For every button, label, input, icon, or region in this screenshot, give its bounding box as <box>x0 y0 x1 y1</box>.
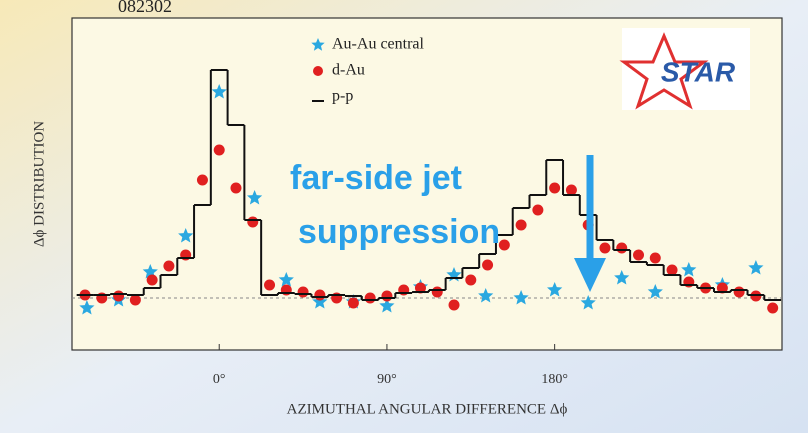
circle-point <box>733 286 745 298</box>
circle-point <box>113 290 125 302</box>
star-point <box>580 295 596 310</box>
circle-point <box>264 279 276 291</box>
star-point <box>312 294 328 309</box>
circle-point <box>666 264 678 276</box>
star-point <box>547 282 563 297</box>
circle-point <box>565 184 577 196</box>
circle-point <box>314 289 326 301</box>
circle-point <box>515 219 527 231</box>
circle-point <box>213 144 225 156</box>
circle-point <box>716 282 728 294</box>
star-point <box>79 300 95 315</box>
circle-point <box>347 297 359 309</box>
circle-point <box>633 249 645 261</box>
x-tick-label: 0° <box>213 372 226 387</box>
circle-point <box>247 216 259 228</box>
legend-swatch <box>313 66 323 76</box>
star-point <box>647 284 663 299</box>
circle-point <box>649 252 661 264</box>
legend-swatch <box>311 38 325 51</box>
star-point <box>178 228 194 243</box>
circle-point <box>196 174 208 186</box>
circle-point <box>431 286 443 298</box>
star-point <box>211 84 227 99</box>
annotation-arrowhead <box>574 258 606 292</box>
legend-label: p-p <box>332 88 353 105</box>
circle-point <box>381 290 393 302</box>
circle-point <box>549 182 561 194</box>
circle-point <box>599 242 611 254</box>
x-tick-label: 90° <box>377 372 397 387</box>
star-point <box>748 260 764 275</box>
star-point <box>681 262 697 277</box>
star-point <box>379 298 395 313</box>
circle-point <box>364 292 376 304</box>
circle-point <box>146 274 158 286</box>
circle-point <box>163 260 175 272</box>
star-point <box>513 290 529 305</box>
figure-code: 082302 <box>118 0 172 16</box>
circle-point <box>230 182 242 194</box>
star-point <box>278 272 294 287</box>
star-point <box>614 270 630 285</box>
circle-point <box>767 302 779 314</box>
circle-point <box>532 204 544 216</box>
star-point <box>247 190 263 205</box>
circle-point <box>448 299 460 311</box>
annotation-text: far-side jet <box>290 159 462 197</box>
y-axis-label: Δϕ DISTRIBUTION <box>31 121 47 247</box>
logo-star <box>619 32 709 110</box>
circle-point <box>414 282 426 294</box>
x-axis-label: AZIMUTHAL ANGULAR DIFFERENCE Δϕ <box>287 401 568 417</box>
star-point <box>478 288 494 303</box>
x-tick-label: 180° <box>541 372 568 387</box>
circle-point <box>129 294 141 306</box>
circle-point <box>498 239 510 251</box>
circle-point <box>616 242 628 254</box>
logo: STAR <box>619 28 750 110</box>
circle-point <box>297 286 309 298</box>
circle-point <box>482 259 494 271</box>
annotation-text: suppression <box>298 213 500 251</box>
legend-label: Au-Au central <box>332 36 425 53</box>
legend-label: d-Au <box>332 62 365 79</box>
circle-point <box>465 274 477 286</box>
logo-text: STAR <box>661 56 736 87</box>
